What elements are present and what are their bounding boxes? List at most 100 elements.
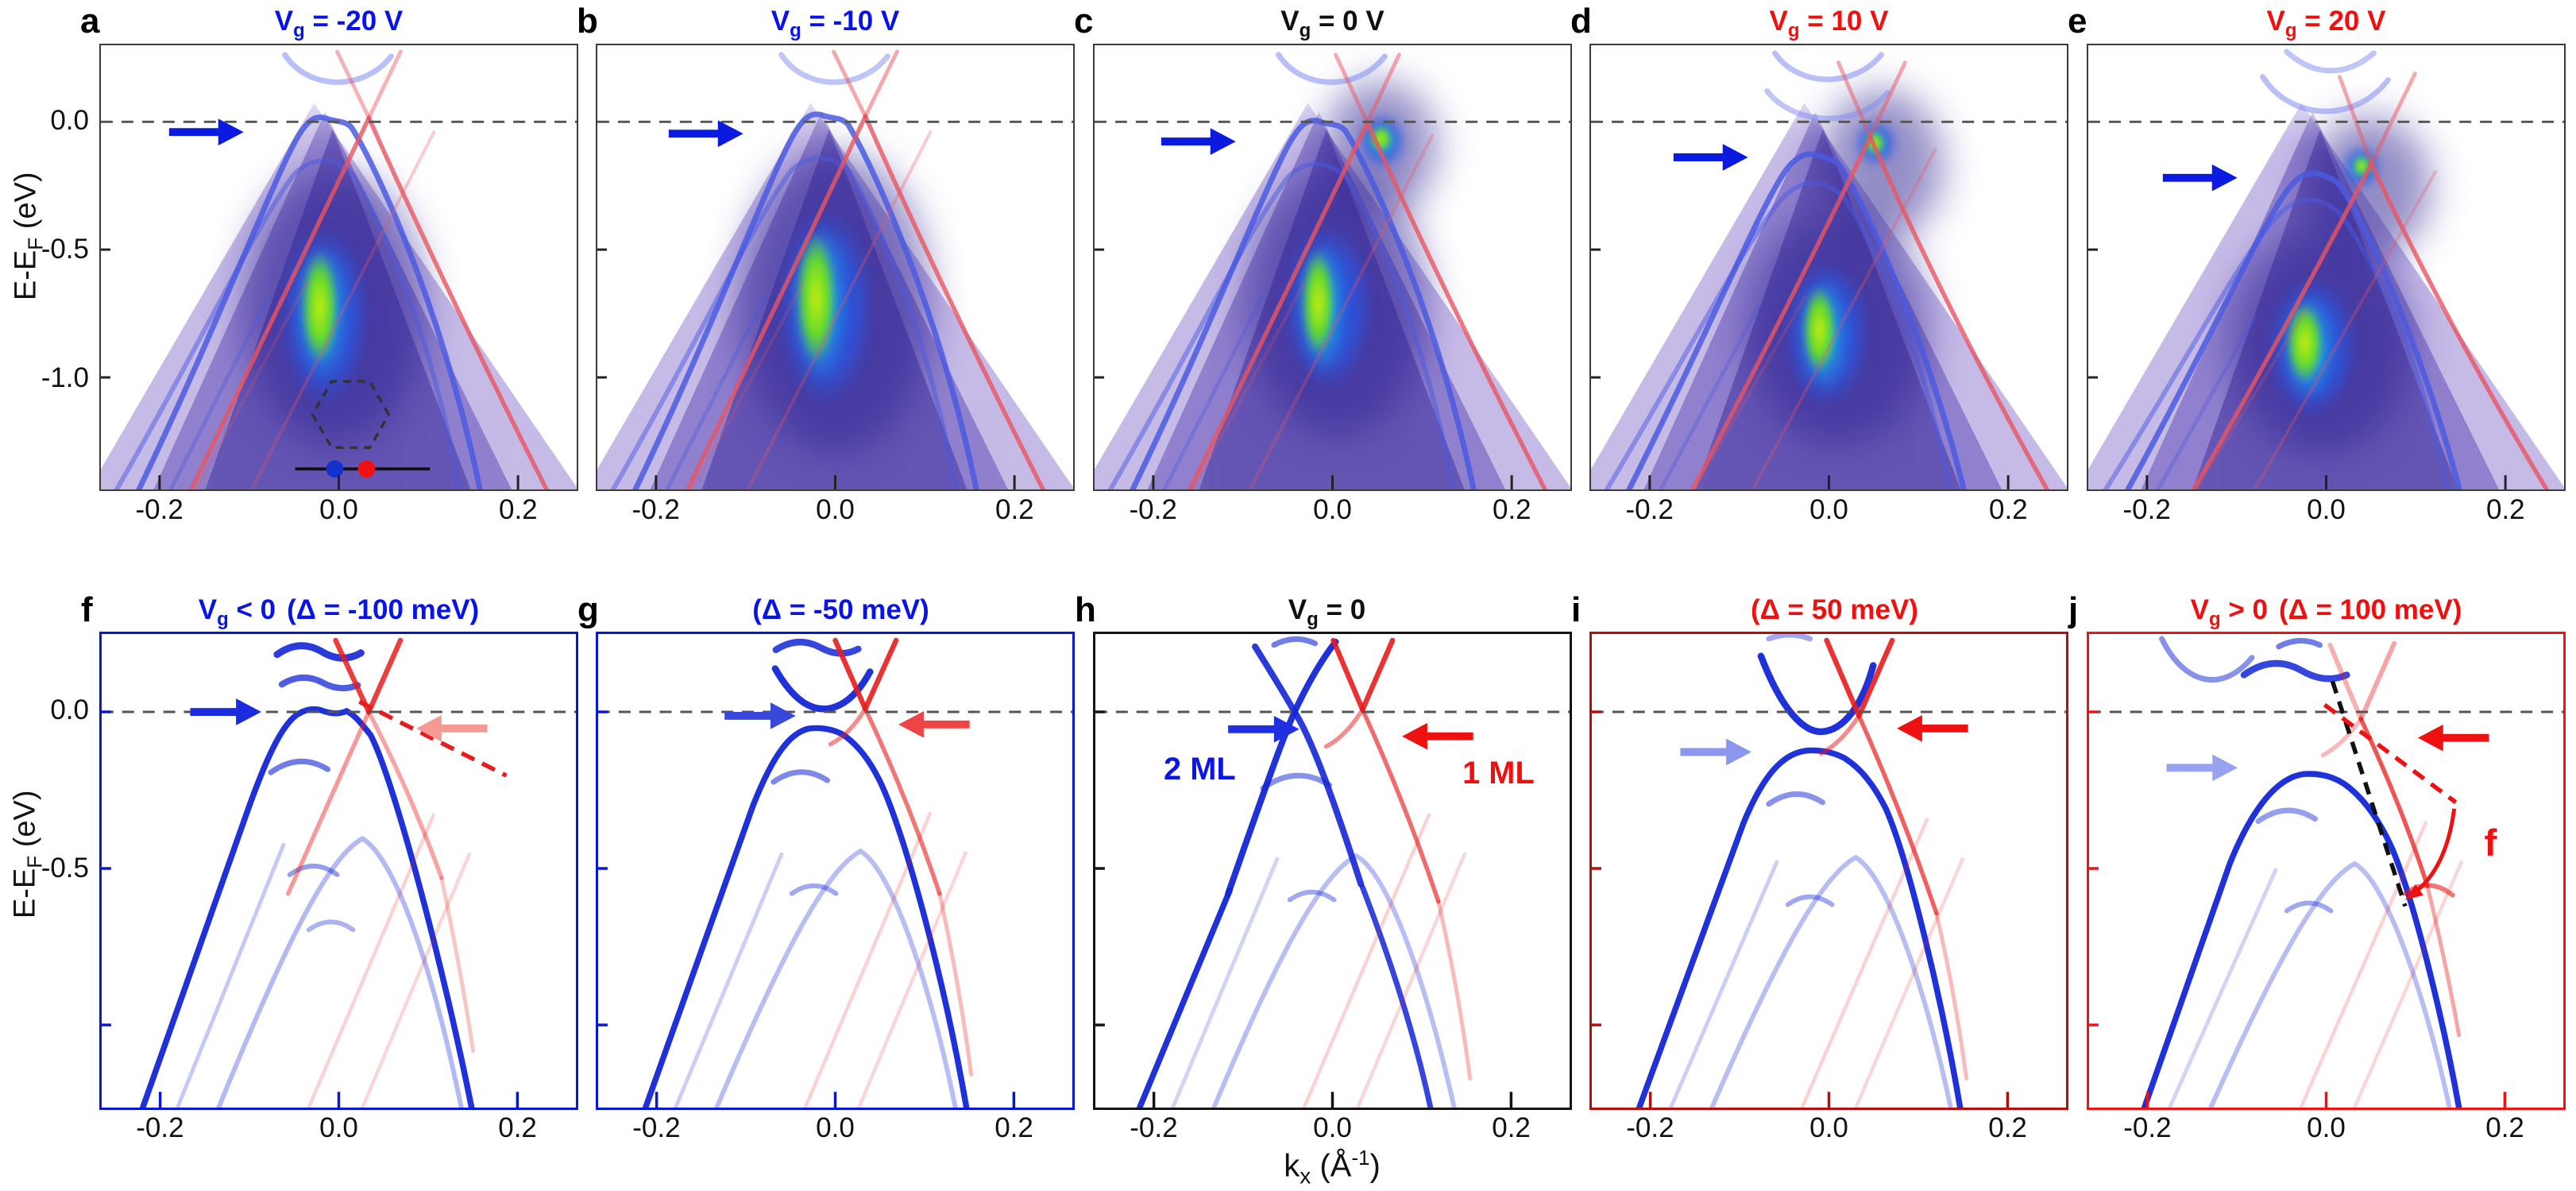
red-arrow [1402, 722, 1473, 750]
panel-j-plot: f [2089, 634, 2563, 1108]
red-arrow [2417, 724, 2489, 752]
red-bands [686, 49, 1045, 489]
x-tick-labels: -0.2 0.0 0.2 [135, 494, 538, 525]
x-tick-labels: -0.2 0.0 0.2 [1130, 1112, 1531, 1143]
blue-arrow [1161, 128, 1236, 156]
blue-arrow [168, 118, 244, 146]
panel-a-letter: a [80, 2, 100, 41]
blue-arrow [1228, 715, 1300, 743]
panel-e-arpes-map [2088, 45, 2564, 489]
panel-c: c Vg = 0 V [1074, 4, 1572, 525]
panel-h-title: Vg = 0 [1288, 594, 1366, 630]
panel-e-title: Vg = 20 V [2266, 6, 2386, 41]
x-tick-labels: -0.2 0.0 0.2 [1626, 1112, 2027, 1143]
hexagon-icon [311, 380, 391, 450]
blue-arrow [668, 120, 743, 148]
panel-b-arpes-map [597, 45, 1073, 489]
panel-b-letter: b [577, 2, 598, 41]
panel-g-letter: g [577, 590, 599, 629]
panel-i-letter: i [1571, 590, 1582, 629]
axis-ticks [598, 710, 1016, 1108]
axis-ticks [1591, 248, 2010, 489]
panel-a-arpes-map [101, 45, 577, 489]
black-dashed-guide [2330, 680, 2408, 907]
blue-bands [610, 52, 979, 489]
red-bands [1302, 637, 1473, 1108]
panel-g: g (Δ = -50 meV) [577, 593, 1075, 1143]
panel-g-title: (Δ = -50 meV) [752, 594, 929, 625]
panel-i: i (Δ = 50 meV) [1571, 593, 2068, 1143]
label-angle-f: f [2485, 822, 2497, 864]
panel-f: f Vg < 0 (Δ = -100 meV) [81, 593, 578, 1143]
axis-ticks [1592, 710, 2010, 1108]
x-tick-labels: -0.2 0.0 0.2 [631, 494, 1034, 525]
panel-f-plot [102, 634, 576, 1108]
red-bands [286, 637, 476, 1108]
label-1ml: 1 ML [1462, 756, 1535, 791]
panel-c-arpes-map [1095, 45, 1570, 489]
red-dashed-guide [358, 699, 508, 778]
panel-h-letter: h [1075, 590, 1096, 629]
panel-b-title: Vg = -10 V [770, 6, 900, 41]
panel-f-title: Vg < 0 (Δ = -100 meV) [198, 594, 480, 630]
red-bands [2299, 640, 2463, 1108]
y-tick-top-1: -0.5 [41, 234, 89, 265]
blue-bands [140, 642, 475, 1108]
k-point-red-dot [357, 460, 376, 478]
panel-a-title: Vg = -20 V [274, 6, 404, 41]
red-bands [2192, 72, 2549, 489]
blue-bands [1604, 50, 1967, 489]
x-tick-labels: -0.2 0.0 0.2 [2123, 1112, 2524, 1143]
axis-ticks [1095, 248, 1513, 489]
panel-j-title: Vg > 0 (Δ = 100 meV) [2190, 594, 2462, 630]
panel-j: j Vg > 0 (Δ = 100 meV) [2068, 593, 2566, 1143]
red-bands [1800, 637, 1969, 1108]
blue-bands [114, 52, 483, 489]
x-tick-labels: -0.2 0.0 0.2 [1129, 494, 1531, 525]
panel-d: d Vg = 10 V [1570, 4, 2068, 525]
x-tick-labels: -0.2 0.0 0.2 [2122, 494, 2525, 525]
red-bands [1690, 60, 2049, 489]
blue-bands [2103, 48, 2462, 489]
y-tick-bottom-0: 0.0 [50, 694, 89, 725]
panel-d-arpes-map [1591, 45, 2067, 489]
y-tick-bottom-1: -0.5 [41, 853, 89, 884]
axis-ticks [101, 248, 519, 489]
panel-d-letter: d [1570, 2, 1592, 41]
panel-c-title: Vg = 0 V [1280, 6, 1385, 41]
x-tick-labels: -0.2 0.0 0.2 [632, 1112, 1033, 1143]
panel-j-letter: j [2068, 590, 2079, 629]
red-bands [803, 637, 974, 1108]
panel-f-letter: f [81, 590, 93, 629]
k-point-blue-dot [326, 460, 344, 478]
axis-ticks [2088, 248, 2507, 489]
light-blue-arrow [2166, 754, 2238, 782]
blue-arrow [1673, 144, 1748, 171]
pink-arrow [416, 714, 488, 742]
blue-bands [1107, 52, 1477, 489]
panel-h-plot: 2 ML 1 ML [1095, 634, 1570, 1108]
x-tick-labels: -0.2 0.0 0.2 [136, 1112, 537, 1143]
panel-i-plot [1592, 634, 2066, 1108]
brillouin-zone-inset [295, 380, 431, 478]
panel-g-plot [598, 634, 1072, 1108]
panel-c-letter: c [1074, 2, 1094, 41]
blue-arrow [190, 698, 261, 725]
axis-ticks [2089, 710, 2507, 1108]
light-blue-arrow [1680, 738, 1751, 766]
y-tick-top-2: -1.0 [41, 362, 89, 393]
red-bands [1188, 52, 1547, 489]
axis-ticks [1095, 710, 1513, 1108]
panel-a: a Vg = -20 V [80, 4, 578, 525]
red-bands [189, 49, 549, 489]
blue-bands [1136, 636, 1457, 1108]
x-axis-label: kx (Å-1) [1284, 1146, 1381, 1189]
red-dashed-guide [2323, 702, 2458, 805]
angle-arc-arrowhead [2405, 884, 2423, 900]
blue-arrow [2162, 164, 2238, 191]
panel-e-letter: e [2068, 2, 2087, 41]
y-tick-top-0: 0.0 [50, 105, 89, 136]
blue-bands [2141, 636, 2462, 1108]
axis-ticks [102, 710, 519, 1108]
